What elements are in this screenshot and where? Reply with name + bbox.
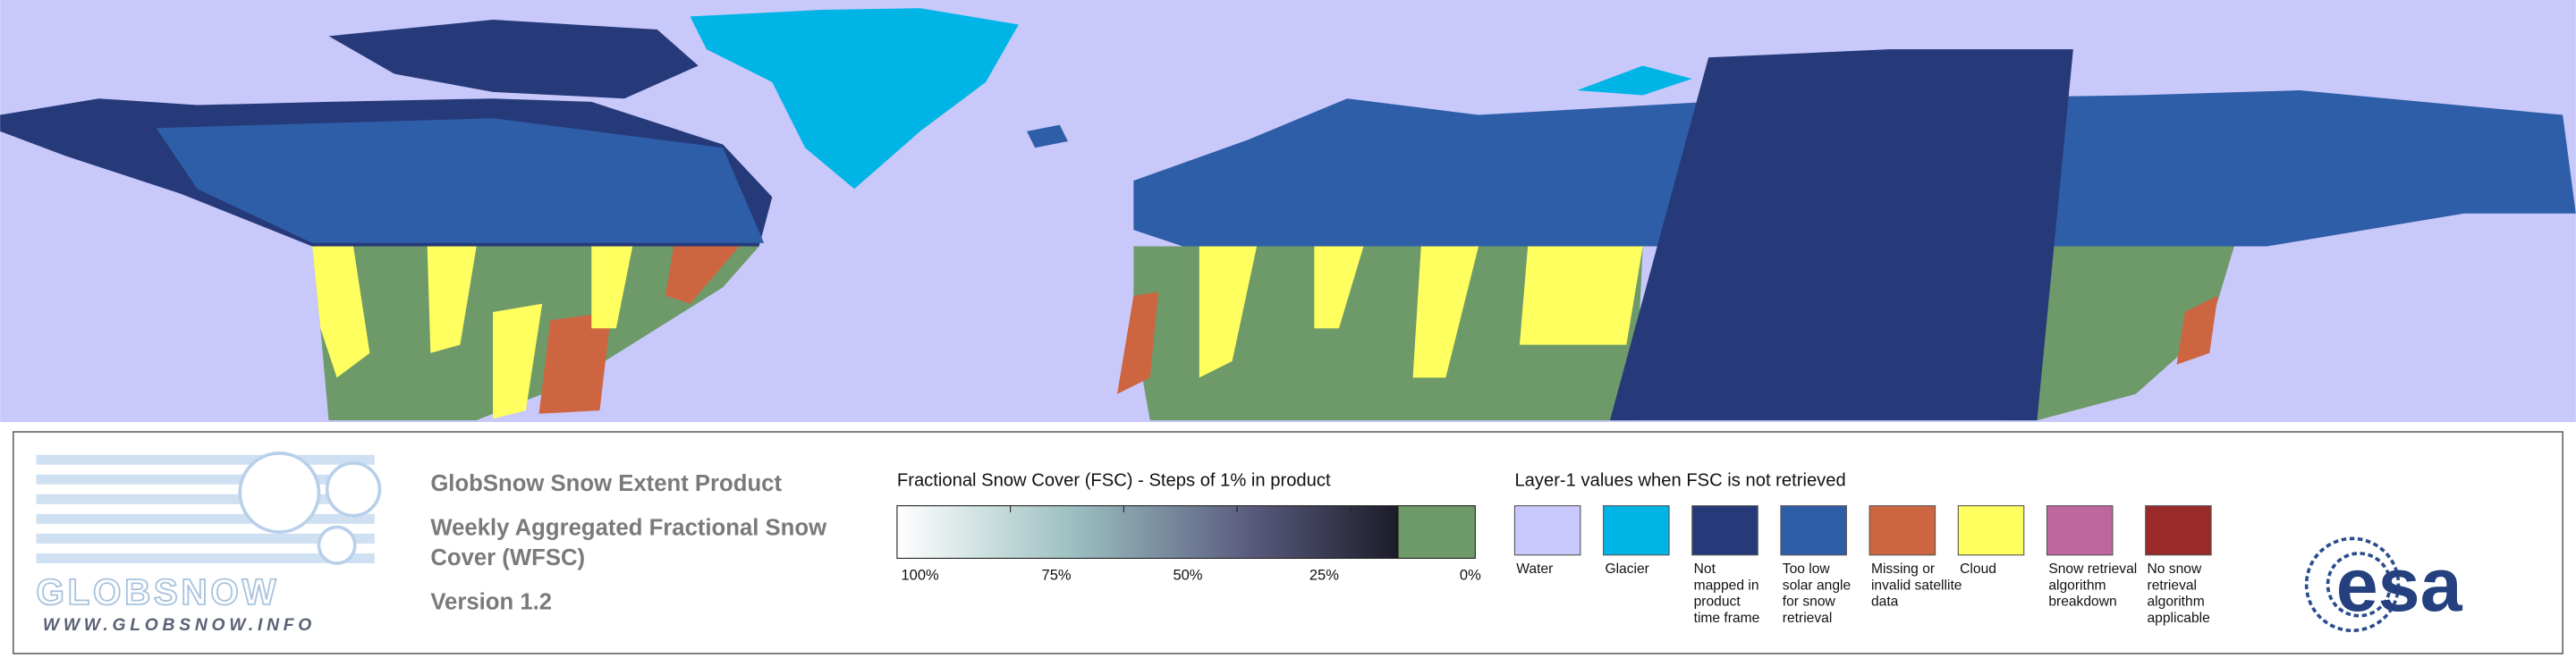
- fsc-title: Fractional Snow Cover (FSC) - Steps of 1…: [897, 471, 1331, 491]
- product-version: Version 1.2: [430, 589, 552, 614]
- greenland: [690, 8, 1019, 190]
- layer1-label: Not: [1694, 561, 1716, 577]
- layer1-label: Too low: [1783, 561, 1831, 577]
- layer1-label: data: [1871, 595, 1899, 610]
- layer1-label: breakdown: [2048, 595, 2116, 610]
- layer1-title: Layer-1 values when FSC is not retrieved: [1514, 471, 1845, 491]
- missing-strip: [665, 246, 740, 304]
- globsnow-logo: [36, 452, 382, 565]
- fsc-tick-label: 50%: [1173, 566, 1202, 583]
- layer1-swatch: [1691, 505, 1758, 556]
- layer1-label: algorithm: [2048, 578, 2106, 593]
- logo-stripe: [36, 474, 375, 485]
- layer1-label: solar angle: [1783, 578, 1851, 593]
- cloud-strip: [1314, 246, 1364, 329]
- cloud-strip: [591, 246, 633, 329]
- layer1-label: No snow: [2148, 561, 2202, 577]
- logo-url: WWW.GLOBSNOW.INFO: [43, 616, 316, 635]
- logo-stripe: [36, 533, 375, 544]
- esa-logo: [2304, 536, 2401, 633]
- north-america-solar: [156, 118, 765, 243]
- layer1-label: product: [1694, 595, 1741, 610]
- map: [0, 0, 2576, 422]
- layer1-label: Water: [1516, 561, 1553, 577]
- logo-stripe: [36, 454, 375, 465]
- layer1-label: invalid satellite: [1871, 578, 1962, 593]
- cloud-strip: [312, 246, 370, 378]
- iceland: [1026, 124, 1068, 148]
- logo-stripe: [36, 553, 375, 563]
- arctic-islands: [328, 20, 699, 99]
- missing-strip: [538, 311, 612, 414]
- snowflake: [238, 452, 321, 534]
- svalbard: [1577, 65, 1692, 96]
- layer1-swatch: [1780, 505, 1847, 556]
- layer1-label: Snow retrieval: [2048, 561, 2137, 577]
- logo-name: GLOBSNOW: [37, 571, 280, 612]
- esa-swirl: [2326, 552, 2393, 618]
- layer1-label: retrieval: [2148, 578, 2198, 593]
- layer1-label: for snow: [1783, 595, 1836, 610]
- layer1-label: applicable: [2148, 611, 2210, 626]
- missing-strip: [2176, 295, 2218, 365]
- fsc-tick-label: 75%: [1042, 566, 1072, 583]
- fsc-tick-label: 100%: [901, 566, 939, 583]
- logo-stripe: [36, 494, 375, 504]
- layer1-label: Glacier: [1605, 561, 1648, 577]
- layer1-label: retrieval: [1783, 611, 1833, 626]
- east-asia: [2004, 246, 2234, 421]
- fsc-tick-label: 25%: [1309, 566, 1339, 583]
- layer1-label: Cloud: [1960, 561, 1996, 577]
- snowflake: [317, 525, 357, 565]
- layer1-swatch: [1603, 505, 1670, 556]
- product-subtitle: Weekly Aggregated Fractional Snow: [430, 516, 827, 541]
- logo-stripe: [36, 513, 375, 524]
- esa-swirl: [2304, 536, 2401, 633]
- missing-strip: [1117, 291, 1158, 394]
- layer1-label: Missing or: [1871, 561, 1935, 577]
- layer1-swatch: [2145, 505, 2212, 556]
- product-title: GlobSnow Snow Extent Product: [430, 471, 782, 496]
- product-subtitle: Cover (WFSC): [430, 545, 585, 570]
- cloud-strip: [1199, 246, 1258, 378]
- layer1-swatch: [1957, 505, 2025, 556]
- layer1-swatch: [1868, 505, 1936, 556]
- layer1-swatch: [2046, 505, 2114, 556]
- layer1-label: time frame: [1694, 611, 1760, 626]
- cloud-strip: [1412, 246, 1479, 378]
- cloud-strip: [427, 246, 477, 353]
- layer1-label: mapped in: [1694, 578, 1759, 593]
- layer1-label: algorithm: [2148, 595, 2205, 610]
- fsc-tick-label: 0%: [1460, 566, 1481, 583]
- snowflake: [325, 461, 382, 518]
- fsc-colorbar: [896, 505, 1399, 559]
- fsc-snow-free: [1397, 505, 1476, 559]
- esa-logo-text: esa: [2336, 543, 2463, 627]
- cloud-strip: [493, 303, 543, 419]
- layer1-swatch: [1513, 505, 1581, 556]
- cloud-strip: [1519, 246, 1643, 345]
- europe-africa: [1133, 246, 1643, 421]
- not-mapped-swath: [1609, 49, 2073, 421]
